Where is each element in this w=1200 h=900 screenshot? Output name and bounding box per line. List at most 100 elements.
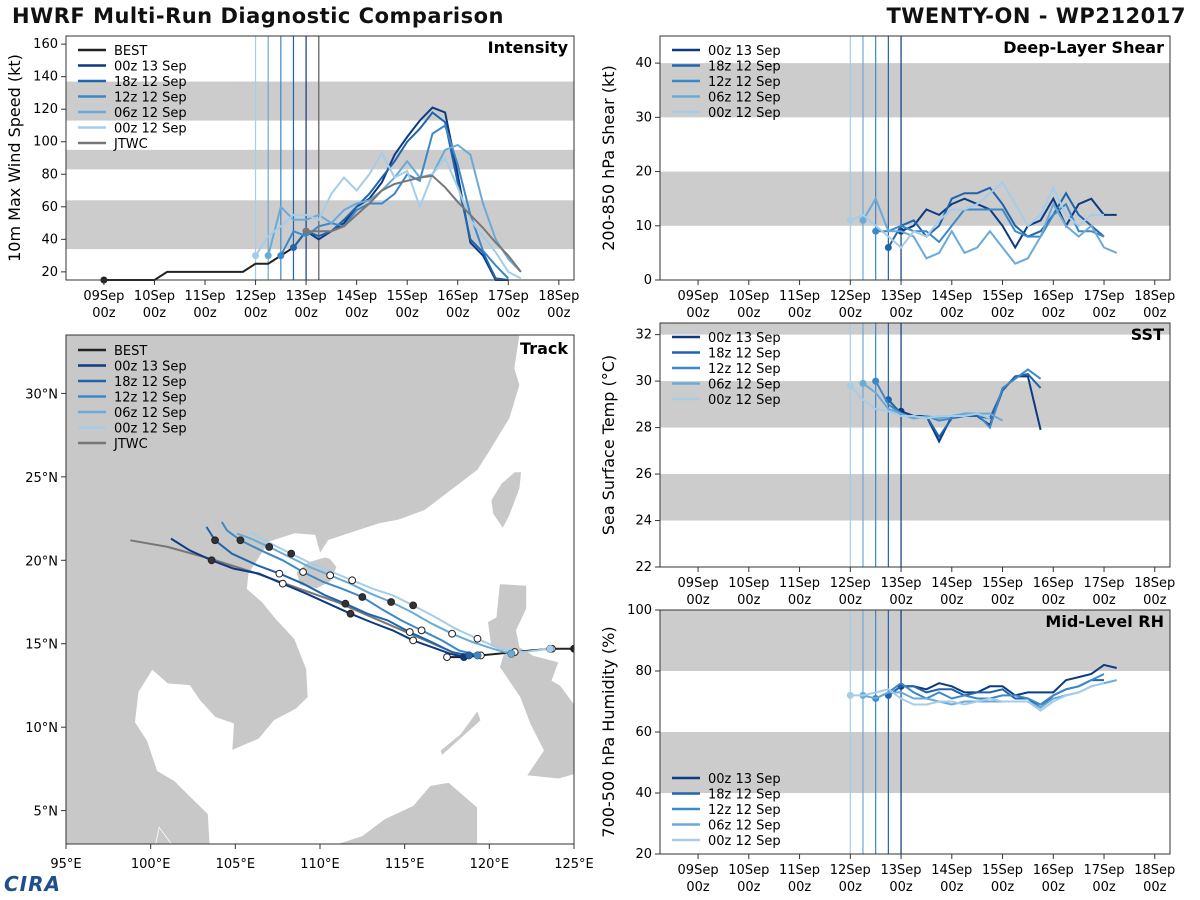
intensity-band [66,200,574,250]
sst-xtick-date: 12Sep [830,576,871,591]
shear-xtick-hour: 00z [991,306,1015,321]
track-legend-label: JTWC [113,437,148,452]
sst-band [660,381,1170,428]
shear-xtick-hour: 00z [788,306,812,321]
track-land [490,471,522,530]
sst-xtick-date: 14Sep [931,576,972,591]
track-xtick-label: 95°E [50,857,81,872]
track-legend-label: 06z 12 Sep [114,406,187,421]
intensity-frame [65,35,575,281]
sst-xtick-date: 09Sep [678,576,719,591]
track-land [155,826,172,844]
shear-title: Deep-Layer Shear [1003,38,1164,57]
track-ytick-label: 20°N [25,554,58,569]
sst-ytick-label: 28 [635,421,652,436]
sst-series-line [849,385,991,420]
track-point-marker [346,609,355,618]
sst-ytick-label: 32 [635,328,652,343]
track-legend-label: 12z 12 Sep [114,391,187,406]
sst-xtick-hour: 00z [940,593,964,608]
sst-ytick-label: 30 [635,374,652,389]
track-ytick-label: 5°N [34,805,59,820]
track-point-marker [236,536,245,545]
track-ytick-label: 25°N [25,471,58,486]
shear-ytick-label: 10 [635,219,652,234]
intensity-xtick-date: 17Sep [488,289,529,304]
rh-ytick-label: 80 [635,664,652,679]
shear-series-line [849,180,1104,249]
track-xtick-label: 125°E [554,857,594,872]
shear-legend-label: 12z 12 Sep [708,75,781,90]
rh-xtick-date: 16Sep [1033,863,1074,878]
sst-ylabel: Sea Surface Temp (°C) [599,355,618,535]
intensity-legend-label: 00z 12 Sep [114,122,187,137]
panel-rh: 20 40 60 80 100 09Sep 00z 10Sep 00z 11Sep 00z 12Sep… [599,603,1175,895]
shear-band [660,63,1170,118]
intensity-legend-label: 18z 12 Sep [114,75,187,90]
shear-xtick-hour: 00z [889,306,913,321]
sst-xtick-hour: 00z [1092,593,1116,608]
track-xtick-label: 120°E [470,857,510,872]
track-line [170,537,465,659]
rh-series-start-marker [846,691,854,699]
shear-frame [659,35,1171,281]
rh-xtick-hour: 00z [737,880,761,895]
intensity-band [66,149,574,170]
sst-series-start-marker [859,379,867,387]
track-land [311,781,478,844]
track-line [236,532,512,655]
intensity-xtick-date: 12Sep [235,289,276,304]
intensity-ytick-label: 20 [41,265,58,280]
rh-legend-label: 00z 12 Sep [708,834,781,849]
track-point-marker [417,626,426,635]
track-land [439,709,482,757]
shear-xtick-date: 14Sep [931,289,972,304]
intensity-legend-label: 12z 12 Sep [114,91,187,106]
track-ytick-label: 15°N [25,638,58,653]
track-point-marker [409,636,418,645]
sst-legend-label: 12z 12 Sep [708,362,781,377]
rh-ylabel: 700-500 hPa Humidity (%) [599,626,618,837]
panel-shear: 0 10 20 30 40 09Sep 00z 10Sep 00z 11Sep 00z 12Sep 00… [599,35,1175,321]
sst-ytick-label: 26 [635,467,652,482]
sst-xtick-date: 10Sep [728,576,769,591]
intensity-xtick-date: 14Sep [336,289,377,304]
intensity-legend-label: 00z 13 Sep [114,60,187,75]
shear-ylabel: 200-850 hPa Shear (kt) [599,65,618,251]
sst-legend-label: 06z 12 Sep [708,378,781,393]
track-land [66,335,521,844]
shear-ytick-label: 30 [635,110,652,125]
intensity-band [66,81,574,121]
sst-xtick-hour: 00z [1042,593,1066,608]
sst-series-start-marker [846,382,854,390]
intensity-ytick-label: 60 [41,200,58,215]
rh-legend-label: 00z 13 Sep [708,772,781,787]
intensity-xtick-hour: 00z [244,306,268,321]
rh-xtick-hour: 00z [839,880,863,895]
sst-series-start-marker [872,377,880,385]
rh-xtick-hour: 00z [940,880,964,895]
shear-legend-label: 00z 12 Sep [708,106,781,121]
intensity-series-start-marker [302,227,310,235]
track-init-marker [473,651,482,660]
intensity-xtick-hour: 00z [497,306,521,321]
intensity-xtick-date: 16Sep [437,289,478,304]
track-init-marker [570,645,574,653]
track-line [250,531,551,654]
shear-xtick-hour: 00z [1092,306,1116,321]
intensity-series-line [305,106,509,281]
intensity-ytick-label: 80 [41,167,58,182]
rh-xtick-date: 12Sep [830,863,871,878]
track-xtick-label: 105°E [216,857,256,872]
track-point-marker [443,653,451,661]
sst-xtick-hour: 00z [839,593,863,608]
intensity-series-line [306,174,522,273]
rh-xtick-hour: 00z [889,880,913,895]
track-point-marker [473,634,482,643]
page-title: HWRF Multi-Run Diagnostic Comparison [12,4,505,28]
shear-xtick-hour: 00z [686,306,710,321]
rh-xtick-hour: 00z [788,880,812,895]
shear-legend-label: 00z 13 Sep [708,44,781,59]
track-point-marker [287,549,296,558]
